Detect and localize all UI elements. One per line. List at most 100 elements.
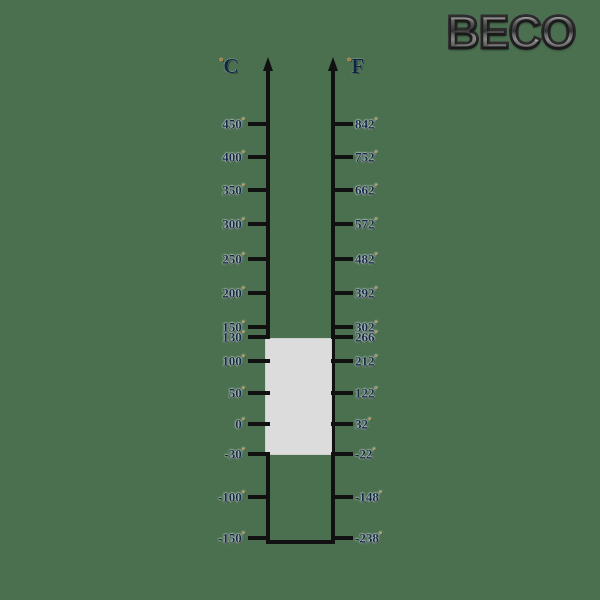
fahrenheit-tick-label: 122° xyxy=(355,385,378,401)
fahrenheit-tick-label: 392° xyxy=(355,285,378,301)
fahrenheit-tick-mark xyxy=(331,495,353,499)
degree-symbol-icon: ° xyxy=(241,216,245,225)
celsius-tick-mark xyxy=(248,495,270,499)
fahrenheit-tick-value: 122 xyxy=(355,385,375,401)
degree-symbol-icon: ° xyxy=(347,56,352,68)
fahrenheit-tick-value: 392 xyxy=(355,285,375,301)
celsius-tick-mark xyxy=(248,122,270,126)
degree-symbol-icon: ° xyxy=(241,182,245,191)
celsius-tick-mark xyxy=(248,359,270,363)
fahrenheit-tick-mark xyxy=(331,155,353,159)
celsius-tick-value: 0 xyxy=(235,416,242,432)
fahrenheit-tick-mark xyxy=(331,536,353,540)
celsius-tick-label: 50° xyxy=(229,385,245,400)
celsius-tick-value: 100 xyxy=(222,353,242,369)
degree-symbol-icon: ° xyxy=(378,530,383,539)
degree-symbol-icon: ° xyxy=(219,56,224,68)
celsius-scale-rail xyxy=(266,66,270,544)
fahrenheit-scale-rail xyxy=(331,66,335,544)
celsius-tick-value: 450 xyxy=(222,116,242,132)
fahrenheit-tick-label: 302° xyxy=(355,319,378,335)
fahrenheit-tick-value: 302 xyxy=(355,319,375,335)
celsius-tick-value: 300 xyxy=(222,216,242,232)
celsius-tick-label: -100° xyxy=(217,489,245,505)
celsius-tick-value: 350 xyxy=(222,182,242,198)
celsius-tick-mark xyxy=(248,155,270,159)
fahrenheit-tick-value: 266 xyxy=(355,329,375,345)
degree-symbol-icon: ° xyxy=(374,285,378,294)
degree-symbol-icon: ° xyxy=(241,285,245,294)
celsius-tick-label: -150° xyxy=(217,530,245,546)
fahrenheit-tick-mark xyxy=(331,291,353,295)
fahrenheit-tick-label: 842° xyxy=(355,116,378,132)
celsius-tick-value: 400 xyxy=(222,149,242,165)
celsius-tick-mark xyxy=(248,257,270,261)
celsius-tick-value: -150 xyxy=(217,530,242,546)
fahrenheit-tick-mark xyxy=(331,222,353,226)
beco-logo: BECO xyxy=(428,4,594,60)
celsius-scale-arrow-icon xyxy=(263,57,273,71)
celsius-tick-value: -30 xyxy=(224,446,242,462)
degree-symbol-icon: ° xyxy=(374,149,378,158)
degree-symbol-icon: ° xyxy=(241,319,245,328)
degree-symbol-icon: ° xyxy=(374,385,378,394)
fahrenheit-tick-value: 572 xyxy=(355,216,375,232)
celsius-unit-letter: C xyxy=(223,54,239,78)
fahrenheit-tick-mark xyxy=(331,452,353,456)
fahrenheit-tick-label: 662° xyxy=(355,182,378,198)
celsius-tick-label: 450° xyxy=(222,116,245,132)
fahrenheit-tick-mark xyxy=(331,188,353,192)
fahrenheit-tick-mark xyxy=(331,122,353,126)
celsius-tick-label: 0° xyxy=(235,416,245,432)
celsius-tick-value: 250 xyxy=(222,251,242,267)
fahrenheit-tick-value: 482 xyxy=(355,251,375,267)
celsius-tick-label: 130° xyxy=(222,329,245,345)
fahrenheit-tick-label: 572° xyxy=(355,216,378,232)
degree-symbol-icon: ° xyxy=(241,149,245,158)
celsius-tick-value: -100 xyxy=(217,489,242,505)
fahrenheit-tick-mark xyxy=(331,391,353,395)
degree-symbol-icon: ° xyxy=(374,251,378,260)
fahrenheit-tick-value: -22 xyxy=(355,446,373,462)
celsius-tick-label: 150° xyxy=(222,319,245,335)
fahrenheit-tick-label: 212° xyxy=(355,353,378,369)
fahrenheit-unit-header: °F xyxy=(347,56,364,77)
degree-symbol-icon: ° xyxy=(241,353,245,362)
degree-symbol-icon: ° xyxy=(374,216,378,225)
fahrenheit-tick-value: 32 xyxy=(355,416,368,432)
fahrenheit-tick-label: -238° xyxy=(355,530,383,546)
celsius-tick-value: 200 xyxy=(222,285,242,301)
fahrenheit-tick-mark xyxy=(331,325,353,329)
celsius-tick-mark xyxy=(248,291,270,295)
fahrenheit-tick-value: 842 xyxy=(355,116,375,132)
degree-symbol-icon: ° xyxy=(241,385,245,394)
fahrenheit-tick-label: 752° xyxy=(355,149,378,165)
celsius-tick-label: -30° xyxy=(224,446,245,462)
celsius-tick-value: 150 xyxy=(222,319,242,335)
thermometer-bottom-cap xyxy=(266,540,335,544)
celsius-tick-value: 130 xyxy=(222,329,242,345)
degree-symbol-icon: ° xyxy=(241,116,245,125)
degree-symbol-icon: ° xyxy=(241,416,245,425)
degree-symbol-icon: ° xyxy=(374,116,378,125)
celsius-tick-label: 400° xyxy=(222,149,245,165)
degree-symbol-icon: ° xyxy=(374,182,378,191)
fahrenheit-tick-mark xyxy=(331,257,353,261)
celsius-tick-mark xyxy=(248,188,270,192)
fahrenheit-tick-label: -22° xyxy=(355,446,376,462)
degree-symbol-icon: ° xyxy=(374,329,378,338)
celsius-tick-label: 300° xyxy=(222,216,245,232)
fahrenheit-tick-value: 662 xyxy=(355,182,375,198)
degree-symbol-icon: ° xyxy=(374,319,378,328)
fahrenheit-tick-value: 752 xyxy=(355,149,375,165)
fahrenheit-tick-value: 212 xyxy=(355,353,375,369)
fahrenheit-tick-label: 266° xyxy=(355,329,378,345)
celsius-tick-mark xyxy=(248,335,270,339)
celsius-tick-label: 250° xyxy=(222,251,245,267)
fahrenheit-tick-mark xyxy=(331,359,353,363)
fahrenheit-tick-value: -238 xyxy=(355,530,379,546)
degree-symbol-icon: ° xyxy=(368,416,372,425)
degree-symbol-icon: ° xyxy=(372,446,376,455)
celsius-tick-label: 200° xyxy=(222,285,245,301)
